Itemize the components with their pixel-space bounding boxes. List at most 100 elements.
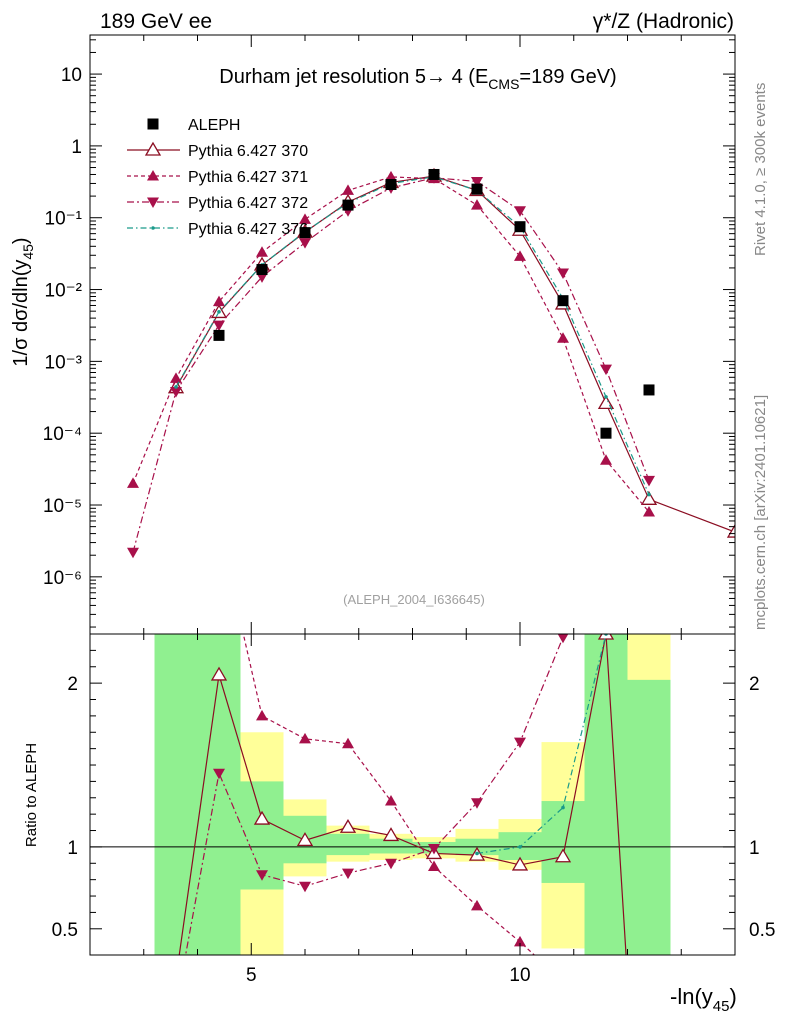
ratio-point	[561, 805, 565, 810]
ratio-point	[256, 870, 268, 881]
ratio-point	[471, 798, 483, 809]
ratio-series-1	[178, 634, 627, 955]
main-series-2	[127, 170, 655, 517]
aleph-point	[385, 179, 397, 191]
main-point	[471, 176, 483, 188]
ratio-series-3	[184, 634, 569, 955]
legend-entry-4: Pythia 6.427 372	[127, 195, 308, 212]
ratio-point	[471, 899, 483, 911]
main-point	[471, 199, 483, 210]
legend-marker	[147, 197, 159, 208]
uncertainty-band	[369, 838, 413, 854]
main-point	[299, 238, 311, 249]
ratio-ylabel: Ratio to ALEPH	[23, 743, 40, 847]
aleph-point	[514, 221, 526, 233]
ratio-point	[342, 737, 354, 749]
ratio-series-line	[476, 634, 607, 855]
main-point	[127, 547, 139, 559]
ratio-point	[428, 860, 440, 872]
y-tick-label: 10⁻²	[45, 281, 83, 302]
xlabel: -ln(y45)	[670, 984, 737, 1015]
aleph-point	[213, 329, 225, 341]
main-point	[557, 268, 569, 279]
main-point	[643, 505, 655, 517]
aleph-point	[557, 295, 569, 307]
ratio-series-2	[242, 634, 536, 955]
legend-marker	[144, 141, 162, 156]
y-tick-label: 10⁻⁶	[43, 568, 82, 589]
y-tick-label: 10⁻¹	[45, 209, 83, 230]
legend-label: Pythia 6.427 370	[188, 143, 308, 160]
aleph-point	[643, 384, 655, 396]
uncertainty-band	[541, 801, 585, 883]
ratio-y-tick-label: 2	[67, 674, 78, 695]
ratio-point	[514, 737, 526, 749]
header-right: γ*/Z (Hadronic)	[593, 10, 734, 33]
ratio-y-tick-label-right: 1	[749, 838, 760, 859]
uncertainty-band	[584, 634, 628, 955]
ratio-y-tick-label-right: 0.5	[749, 920, 775, 941]
ratio-point	[296, 832, 314, 847]
ratio-point	[475, 851, 479, 856]
uncertainty-band	[326, 833, 370, 856]
legend-entry-1: ALEPH	[147, 117, 240, 134]
main-point	[217, 309, 221, 314]
main-point	[640, 491, 658, 505]
ratio-series-4	[475, 634, 608, 856]
x-tick-label: 10	[509, 965, 530, 986]
ratio-point	[256, 709, 268, 721]
legend-marker	[147, 170, 159, 181]
legend-entry-5: Pythia 6.427 376	[127, 221, 308, 238]
uncertainty-band	[627, 679, 671, 955]
rivet-label: Rivet 4.1.0, ≥ 300k events	[752, 83, 769, 256]
header-left: 189 GeV ee	[100, 10, 212, 33]
main-point	[385, 170, 397, 182]
main-point	[213, 295, 225, 307]
ratio-point	[597, 634, 615, 640]
ratio-point	[299, 732, 311, 744]
main-point	[557, 332, 569, 343]
ratio-point	[428, 844, 440, 855]
main-ylabel: 1/σ dσ/dln(y45)	[10, 237, 36, 366]
ratio-point	[554, 848, 572, 863]
uncertainty-band	[154, 634, 241, 955]
legend-label: ALEPH	[188, 117, 240, 134]
x-tick-label: 5	[246, 965, 257, 986]
main-point	[600, 364, 612, 376]
main-panel: 10 1 10⁻¹ 10⁻² 10⁻³ 10⁻⁴ 10⁻⁵ 10⁻⁶ ALEPH Pythia …	[43, 34, 736, 635]
main-point	[342, 184, 354, 195]
y-tick-label: 10⁻⁴	[43, 424, 82, 445]
aleph-point	[299, 227, 311, 239]
y-tick-label: 10⁻³	[45, 352, 83, 373]
ratio-series-line	[178, 634, 627, 955]
main-series-line	[175, 176, 650, 495]
ratio-y-tick-label: 0.5	[52, 920, 78, 941]
legend-entry-3: Pythia 6.427 371	[127, 169, 308, 186]
ratio-point	[210, 666, 228, 681]
ratio-point	[511, 856, 529, 871]
ratio-point	[253, 810, 271, 825]
legend-label: Pythia 6.427 371	[188, 169, 308, 186]
ratio-point	[518, 845, 522, 849]
aleph-point	[471, 183, 483, 195]
legend-entry-2: Pythia 6.427 370	[127, 141, 308, 160]
chart-title: Durham jet resolution 5→ 4 (ECMS=189 GeV…	[219, 66, 616, 92]
y-tick-label: 10⁻⁵	[43, 496, 82, 517]
main-frame	[89, 34, 736, 635]
ratio-point	[213, 768, 225, 780]
main-point	[170, 387, 182, 398]
mcplots-label: mcplots.cern.ch [arXiv:2401.10621]	[752, 395, 769, 630]
ratio-point	[339, 818, 357, 833]
legend-marker	[147, 118, 159, 130]
ratio-panel: 2 2 1 1 0.5 0.5 5 10	[52, 633, 775, 986]
main-point	[600, 454, 612, 465]
main-point	[299, 213, 311, 224]
ratio-point	[382, 827, 400, 842]
main-point	[643, 475, 655, 487]
main-point	[127, 477, 139, 488]
aleph-point	[428, 168, 440, 180]
ratio-point	[385, 858, 397, 870]
main-point	[213, 320, 225, 332]
ratio-point	[299, 881, 311, 893]
